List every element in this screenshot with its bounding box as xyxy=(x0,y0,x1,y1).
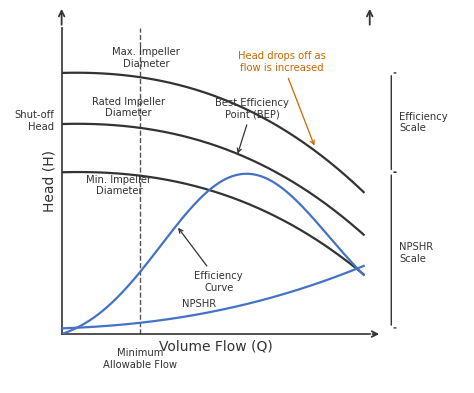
X-axis label: Volume Flow (Q): Volume Flow (Q) xyxy=(159,340,273,354)
Text: Efficiency
Curve: Efficiency Curve xyxy=(179,229,243,292)
Text: Rated Impeller
Diameter: Rated Impeller Diameter xyxy=(91,97,164,118)
Text: Min. Impeller
Diameter: Min. Impeller Diameter xyxy=(86,175,152,196)
Text: NPSHR
Scale: NPSHR Scale xyxy=(399,242,433,264)
Text: Minimum
Allowable Flow: Minimum Allowable Flow xyxy=(103,348,177,370)
Y-axis label: Head (H): Head (H) xyxy=(42,150,56,212)
Text: Best Efficiency
Point (BEP): Best Efficiency Point (BEP) xyxy=(215,98,289,152)
Text: Head drops off as
flow is increased: Head drops off as flow is increased xyxy=(238,51,326,144)
Text: Efficiency
Scale: Efficiency Scale xyxy=(399,112,447,133)
Text: Max. Impeller
Diameter: Max. Impeller Diameter xyxy=(112,47,180,68)
Text: NPSHR: NPSHR xyxy=(182,299,217,309)
Text: Shut-off
Head: Shut-off Head xyxy=(14,110,54,132)
